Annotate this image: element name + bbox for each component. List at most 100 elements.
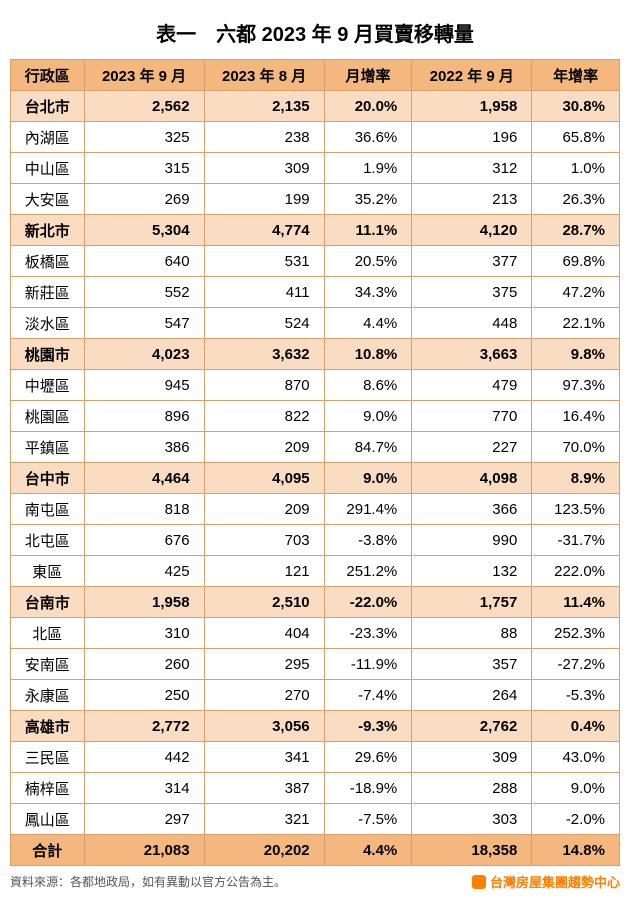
cell-value: 4,774 — [204, 215, 324, 246]
cell-region: 大安區 — [11, 184, 85, 215]
cell-value: 4,098 — [412, 463, 532, 494]
cell-value: 442 — [84, 742, 204, 773]
cell-value: 309 — [204, 153, 324, 184]
table-row: 北區310404-23.3%88252.3% — [11, 618, 620, 649]
cell-value: 896 — [84, 401, 204, 432]
cell-value: 341 — [204, 742, 324, 773]
cell-value: 20,202 — [204, 835, 324, 866]
cell-value: 1,958 — [84, 587, 204, 618]
brand-text: 台灣房屋集團趨勢中心 — [490, 872, 620, 891]
cell-region: 桃園市 — [11, 339, 85, 370]
cell-value: 2,772 — [84, 711, 204, 742]
table-row: 東區425121251.2%132222.0% — [11, 556, 620, 587]
cell-value: 270 — [204, 680, 324, 711]
cell-value: 121 — [204, 556, 324, 587]
cell-region: 台北市 — [11, 91, 85, 122]
cell-value: 703 — [204, 525, 324, 556]
brand-label: 台灣房屋集團趨勢中心 — [472, 872, 620, 891]
cell-region: 永康區 — [11, 680, 85, 711]
cell-value: 20.0% — [324, 91, 412, 122]
table-row: 中山區3153091.9%3121.0% — [11, 153, 620, 184]
cell-value: 34.3% — [324, 277, 412, 308]
cell-value: -31.7% — [532, 525, 620, 556]
cell-value: 310 — [84, 618, 204, 649]
cell-value: 21,083 — [84, 835, 204, 866]
cell-value: 1,757 — [412, 587, 532, 618]
cell-value: 524 — [204, 308, 324, 339]
cell-value: 10.8% — [324, 339, 412, 370]
data-table: 行政區 2023 年 9 月 2023 年 8 月 月增率 2022 年 9 月… — [10, 59, 620, 866]
cell-value: -5.3% — [532, 680, 620, 711]
cell-value: 227 — [412, 432, 532, 463]
cell-region: 中山區 — [11, 153, 85, 184]
cell-value: 315 — [84, 153, 204, 184]
cell-value: 425 — [84, 556, 204, 587]
cell-region: 三民區 — [11, 742, 85, 773]
cell-value: -27.2% — [532, 649, 620, 680]
cell-value: 366 — [412, 494, 532, 525]
cell-value: 3,663 — [412, 339, 532, 370]
cell-value: 196 — [412, 122, 532, 153]
cell-value: -22.0% — [324, 587, 412, 618]
table-row: 台北市2,5622,13520.0%1,95830.8% — [11, 91, 620, 122]
cell-value: 676 — [84, 525, 204, 556]
cell-value: 818 — [84, 494, 204, 525]
cell-value: 26.3% — [532, 184, 620, 215]
table-row: 合計21,08320,2024.4%18,35814.8% — [11, 835, 620, 866]
cell-value: 4.4% — [324, 835, 412, 866]
cell-region: 新北市 — [11, 215, 85, 246]
col-2023-09: 2023 年 9 月 — [84, 60, 204, 91]
source-note: 資料來源：各都地政局，如有異動以官方公告為主。 — [10, 873, 286, 890]
table-row: 新莊區55241134.3%37547.2% — [11, 277, 620, 308]
cell-value: 386 — [84, 432, 204, 463]
cell-value: 269 — [84, 184, 204, 215]
table-row: 內湖區32523836.6%19665.8% — [11, 122, 620, 153]
cell-value: 303 — [412, 804, 532, 835]
cell-value: -18.9% — [324, 773, 412, 804]
cell-value: 251.2% — [324, 556, 412, 587]
cell-value: 4,023 — [84, 339, 204, 370]
table-row: 淡水區5475244.4%44822.1% — [11, 308, 620, 339]
table-row: 大安區26919935.2%21326.3% — [11, 184, 620, 215]
table-row: 楠梓區314387-18.9%2889.0% — [11, 773, 620, 804]
cell-value: 222.0% — [532, 556, 620, 587]
cell-value: 14.8% — [532, 835, 620, 866]
table-row: 高雄市2,7723,056-9.3%2,7620.4% — [11, 711, 620, 742]
cell-value: 357 — [412, 649, 532, 680]
table-row: 南屯區818209291.4%366123.5% — [11, 494, 620, 525]
cell-value: 9.8% — [532, 339, 620, 370]
cell-value: 8.9% — [532, 463, 620, 494]
cell-value: 312 — [412, 153, 532, 184]
cell-value: 309 — [412, 742, 532, 773]
table-row: 桃園市4,0233,63210.8%3,6639.8% — [11, 339, 620, 370]
cell-value: 822 — [204, 401, 324, 432]
cell-value: 209 — [204, 494, 324, 525]
cell-value: 411 — [204, 277, 324, 308]
cell-value: -2.0% — [532, 804, 620, 835]
cell-region: 板橋區 — [11, 246, 85, 277]
table-row: 永康區250270-7.4%264-5.3% — [11, 680, 620, 711]
cell-value: 404 — [204, 618, 324, 649]
cell-value: 264 — [412, 680, 532, 711]
cell-value: 252.3% — [532, 618, 620, 649]
cell-value: 30.8% — [532, 91, 620, 122]
cell-value: 1.9% — [324, 153, 412, 184]
col-mom: 月增率 — [324, 60, 412, 91]
cell-value: 4,464 — [84, 463, 204, 494]
cell-value: 28.7% — [532, 215, 620, 246]
cell-value: 3,056 — [204, 711, 324, 742]
cell-region: 高雄市 — [11, 711, 85, 742]
footer: 資料來源：各都地政局，如有異動以官方公告為主。 台灣房屋集團趨勢中心 — [10, 872, 620, 891]
cell-region: 東區 — [11, 556, 85, 587]
cell-region: 淡水區 — [11, 308, 85, 339]
cell-value: 4,120 — [412, 215, 532, 246]
cell-value: 375 — [412, 277, 532, 308]
cell-value: 479 — [412, 370, 532, 401]
cell-value: 531 — [204, 246, 324, 277]
cell-value: -7.4% — [324, 680, 412, 711]
table-row: 安南區260295-11.9%357-27.2% — [11, 649, 620, 680]
cell-value: 132 — [412, 556, 532, 587]
cell-value: 2,135 — [204, 91, 324, 122]
cell-value: 448 — [412, 308, 532, 339]
cell-value: 9.0% — [324, 463, 412, 494]
